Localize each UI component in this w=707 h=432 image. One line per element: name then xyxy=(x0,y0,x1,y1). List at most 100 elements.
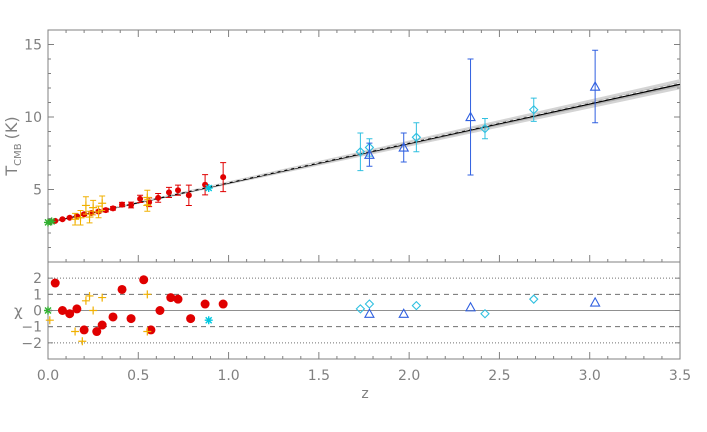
top-panel-frame xyxy=(47,29,681,263)
bottom-point-triangle xyxy=(465,301,476,312)
top-error-bar xyxy=(357,132,364,172)
top-point-triangle xyxy=(398,141,410,152)
top-y-label-sub: CMB xyxy=(13,143,24,166)
fit-line xyxy=(47,83,681,224)
bottom-point-dot xyxy=(218,299,228,309)
top-point-diamond xyxy=(480,123,490,134)
bottom-point-dot xyxy=(57,306,67,315)
top-point-dot xyxy=(175,187,182,194)
x-tick-label: 3.5 xyxy=(669,368,691,384)
top-point-dot xyxy=(155,194,162,201)
bottom-point-dot xyxy=(186,314,196,324)
bottom-point-dot xyxy=(166,293,176,303)
top-error-bar xyxy=(413,122,420,153)
bottom-point-dot xyxy=(173,294,183,304)
top-point-dot xyxy=(220,174,227,181)
bottom-point-dot xyxy=(146,325,156,335)
top-point-plus xyxy=(98,199,107,208)
bottom-point-plus xyxy=(89,306,98,315)
top-error-bar xyxy=(467,58,474,176)
top-y-label-unit: (K) xyxy=(2,116,21,139)
bottom-point-plus xyxy=(143,290,152,299)
top-point-triangle xyxy=(589,80,601,91)
bottom-point-triangle xyxy=(398,308,410,318)
top-point-triangle xyxy=(465,111,476,122)
bottom-point-dot xyxy=(155,306,165,315)
top-point-diamond xyxy=(355,147,366,157)
top-error-bar xyxy=(366,142,373,167)
top-y-tick-label: 15 xyxy=(24,38,42,54)
x-tick-label: 0.5 xyxy=(127,368,149,384)
top-y-tick-label: 5 xyxy=(33,183,42,199)
bottom-point-dot xyxy=(126,314,136,324)
top-point-diamond xyxy=(411,132,422,143)
bottom-y-tick-label: −1 xyxy=(21,320,42,336)
bottom-point-plus xyxy=(71,327,80,336)
bottom-y-tick-label: 2 xyxy=(33,271,42,287)
top-point-asterisk xyxy=(44,218,52,227)
top-point-dot xyxy=(110,205,117,212)
bottom-point-asterisk xyxy=(204,316,213,325)
bottom-point-diamond xyxy=(355,304,366,314)
x-tick-label: 1.5 xyxy=(308,368,330,384)
top-y-axis-title: TCMB (K) xyxy=(2,116,24,176)
top-point-plus xyxy=(85,213,94,222)
top-panel: 5 10 15 TCMB (K) xyxy=(2,29,681,263)
top-point-triangle xyxy=(363,149,375,159)
bottom-panel: 210−1−2 0.0 0.5 1.0 1.5 2.0 2.5 3.0 3.5 χ z xyxy=(14,30,691,402)
top-point-dot xyxy=(137,195,144,202)
top-error-bar xyxy=(530,97,537,122)
bottom-point-dot xyxy=(50,278,60,288)
bottom-y-tick-label: 0 xyxy=(33,304,42,320)
bottom-point-dot xyxy=(139,275,149,285)
bottom-point-dot xyxy=(97,320,107,330)
bottom-point-dot xyxy=(72,304,82,314)
top-error-bar xyxy=(400,132,407,163)
x-tick-label: 1.0 xyxy=(217,368,239,384)
bottom-point-diamond xyxy=(364,299,375,309)
x-tick-label: 3.0 xyxy=(579,368,601,384)
top-point-diamond xyxy=(528,104,539,115)
bottom-point-diamond xyxy=(480,308,490,319)
top-y-tick-label: 10 xyxy=(24,110,42,126)
bottom-y-axis-title: χ xyxy=(14,302,23,320)
top-point-dot xyxy=(66,214,73,221)
bottom-point-plus xyxy=(78,337,87,346)
bottom-point-triangle xyxy=(363,308,375,318)
bottom-point-dot xyxy=(108,312,118,322)
top-point-dot xyxy=(102,207,109,214)
bottom-point-dot xyxy=(92,327,102,337)
bottom-point-dot xyxy=(79,325,89,335)
top-point-dot xyxy=(185,192,192,199)
top-point-plus xyxy=(76,213,85,222)
top-point-plus xyxy=(71,215,80,224)
bottom-y-tick-label: −2 xyxy=(21,336,42,352)
bottom-point-plus xyxy=(98,293,107,302)
bottom-point-plus xyxy=(85,291,94,300)
bottom-point-dot xyxy=(65,309,75,319)
x-tick-label: 2.5 xyxy=(488,368,510,384)
top-point-dot xyxy=(165,189,172,196)
top-point-dot xyxy=(119,201,126,208)
x-tick-label: 2.0 xyxy=(398,368,420,384)
top-point-asterisk xyxy=(47,217,56,226)
top-point-plus xyxy=(89,203,98,212)
top-point-asterisk xyxy=(204,184,213,193)
bottom-point-plus xyxy=(143,327,152,336)
bottom-point-dot xyxy=(200,299,210,309)
top-point-dot xyxy=(128,202,135,209)
top-point-dot xyxy=(59,216,66,223)
top-error-bar xyxy=(481,117,488,140)
bottom-point-plus xyxy=(81,296,90,305)
bottom-point-triangle xyxy=(589,296,601,307)
bottom-point-diamond xyxy=(411,300,422,311)
top-error-bar xyxy=(592,49,599,124)
top-y-label-main: T xyxy=(2,166,21,177)
top-point-plus xyxy=(81,201,90,210)
bottom-point-plus xyxy=(45,316,54,325)
x-tick-label: 0.0 xyxy=(37,368,59,384)
bottom-y-tick-label: 1 xyxy=(33,287,42,303)
top-point-plus xyxy=(94,207,103,216)
bottom-point-diamond xyxy=(528,294,539,304)
